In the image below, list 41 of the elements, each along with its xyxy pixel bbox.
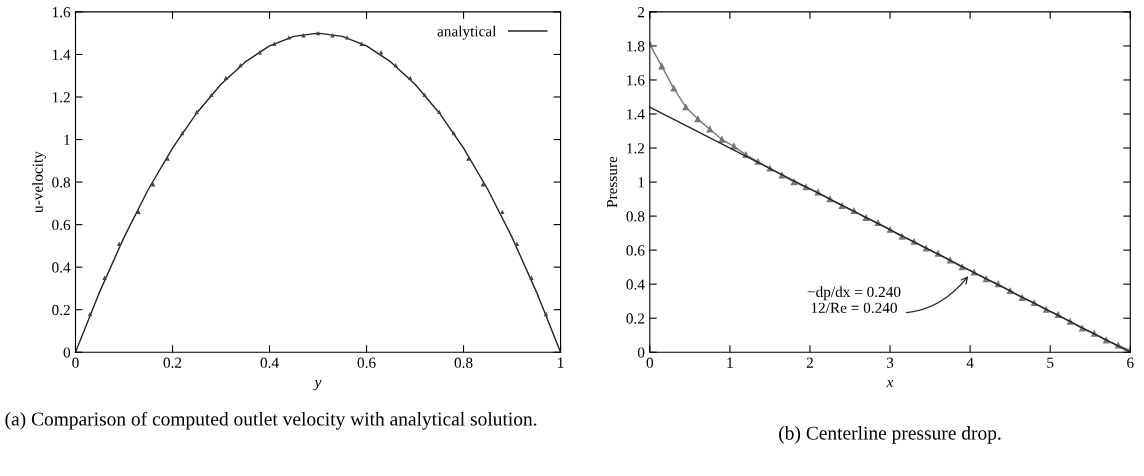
x-tick-label: 0.8 [454,357,473,368]
y-axis-title: u-velocity [32,151,46,213]
x-tick-label: 3 [886,357,894,368]
y-tick-label: 1.6 [627,75,645,86]
y-tick-label: 2 [637,7,645,18]
x-tick-label: 0.6 [357,357,376,368]
y-tick-label: 0.4 [52,262,71,273]
y-tick-label: 1.2 [52,92,70,103]
x-tick-label: 1 [558,357,564,368]
y-tick-label: 0.2 [626,313,645,324]
y-tick-label: 1 [638,177,645,188]
y-axis-title: Pressure [607,156,618,208]
y-tick-label: 0.8 [52,177,71,188]
y-tick-label: 1.8 [627,41,645,52]
y-tick-label: 1.4 [627,109,645,120]
x-tick-label: 2 [806,357,813,368]
x-tick-label: 4 [966,357,974,368]
y-tick-label: 1.2 [627,143,645,154]
legend-label: analytical [437,25,497,40]
x-tick-label: 1 [727,357,733,368]
y-tick-label: 0.4 [626,279,645,290]
text: (b) Centerline pressure drop. [779,426,1001,444]
text: (a) Comparison of computed outlet velocity with analytical solution. [5,411,537,430]
y-tick-label: 0 [637,347,645,358]
y-tick-label: 1.6 [52,7,71,18]
x-tick-label: 0 [646,357,654,368]
y-tick-label: 0.6 [626,245,645,256]
x-axis-title: x [886,380,894,388]
y-tick-label: 0.8 [626,211,645,222]
x-tick-label: 5 [1047,357,1054,368]
x-tick-label: 0.4 [260,357,279,368]
x-tick-label: 6 [1127,357,1134,368]
y-tick-label: 0 [63,347,71,358]
y-tick-label: 0.6 [52,219,71,231]
annotation: −dp/dx = 0.240 12/Re = 0.240 [807,286,901,314]
x-axis-title: y [313,380,322,391]
x-tick-label: 0 [72,357,79,368]
x-tick-label: 0.2 [163,357,182,368]
y-tick-label: 1 [64,134,70,145]
y-tick-label: 0.2 [52,304,70,316]
y-tick-label: 1.4 [52,49,71,60]
